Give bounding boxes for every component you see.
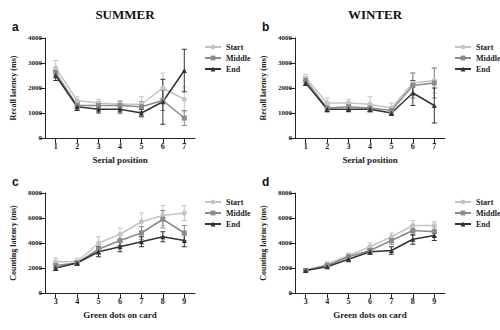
svg-text:2000: 2000 [28, 264, 43, 272]
svg-text:Middle: Middle [476, 209, 500, 218]
svg-text:7: 7 [389, 297, 393, 306]
svg-text:Start: Start [476, 198, 494, 207]
svg-text:6000: 6000 [28, 214, 43, 222]
svg-text:Green dots on card: Green dots on card [333, 310, 407, 320]
svg-text:1000: 1000 [28, 109, 43, 117]
svg-text:2: 2 [75, 142, 79, 151]
svg-text:Start: Start [226, 198, 244, 207]
svg-text:7: 7 [139, 297, 143, 306]
svg-text:3: 3 [54, 297, 58, 306]
svg-text:2000: 2000 [28, 84, 43, 92]
svg-text:7: 7 [432, 142, 436, 151]
svg-text:Green dots on card: Green dots on card [83, 310, 157, 320]
svg-text:4000: 4000 [278, 239, 293, 247]
svg-text:Serial position: Serial position [342, 155, 397, 165]
svg-text:2000: 2000 [278, 264, 293, 272]
svg-text:1: 1 [54, 142, 58, 151]
svg-text:Middle: Middle [226, 209, 251, 218]
svg-text:SUMMER: SUMMER [95, 7, 155, 22]
svg-text:3: 3 [97, 142, 101, 151]
svg-text:4: 4 [325, 297, 329, 306]
svg-text:0: 0 [289, 289, 293, 297]
svg-text:8: 8 [161, 297, 165, 306]
svg-text:End: End [226, 220, 241, 229]
svg-text:4: 4 [368, 142, 372, 151]
svg-text:9: 9 [432, 297, 436, 306]
svg-text:End: End [476, 220, 491, 229]
svg-text:4000: 4000 [28, 34, 43, 42]
svg-text:Counting latency (ms): Counting latency (ms) [9, 205, 18, 281]
svg-text:0: 0 [39, 289, 43, 297]
svg-text:1: 1 [304, 142, 308, 151]
svg-text:Counting latency (ms): Counting latency (ms) [259, 205, 268, 281]
svg-text:b: b [262, 20, 269, 34]
svg-text:5: 5 [97, 297, 101, 306]
svg-text:6: 6 [368, 297, 372, 306]
svg-text:Middle: Middle [226, 54, 251, 63]
svg-text:5: 5 [389, 142, 393, 151]
svg-text:3000: 3000 [28, 59, 43, 67]
svg-text:End: End [226, 65, 241, 74]
svg-text:6: 6 [411, 142, 415, 151]
svg-text:3: 3 [304, 297, 308, 306]
svg-text:9: 9 [182, 297, 186, 306]
svg-text:d: d [262, 175, 269, 189]
svg-text:Recall latency (ms): Recall latency (ms) [9, 55, 18, 120]
svg-text:3000: 3000 [278, 59, 293, 67]
svg-text:4000: 4000 [278, 34, 293, 42]
svg-text:6: 6 [161, 142, 165, 151]
svg-text:8000: 8000 [28, 189, 43, 197]
svg-text:c: c [12, 175, 19, 189]
svg-text:0: 0 [39, 134, 43, 142]
svg-text:7: 7 [182, 142, 186, 151]
svg-text:0: 0 [289, 134, 293, 142]
svg-text:5: 5 [347, 297, 351, 306]
svg-text:End: End [476, 65, 491, 74]
svg-text:Middle: Middle [476, 54, 500, 63]
svg-text:4: 4 [118, 142, 122, 151]
svg-text:Serial position: Serial position [92, 155, 147, 165]
svg-text:2000: 2000 [278, 84, 293, 92]
svg-text:4: 4 [75, 297, 79, 306]
svg-text:3: 3 [347, 142, 351, 151]
svg-text:Start: Start [226, 43, 244, 52]
svg-text:8: 8 [411, 297, 415, 306]
svg-text:5: 5 [139, 142, 143, 151]
svg-text:a: a [12, 20, 19, 34]
svg-text:6000: 6000 [278, 214, 293, 222]
svg-text:2: 2 [325, 142, 329, 151]
svg-text:Recall latency (ms): Recall latency (ms) [259, 55, 268, 120]
svg-text:WINTER: WINTER [348, 7, 403, 22]
svg-text:6: 6 [118, 297, 122, 306]
svg-text:8000: 8000 [278, 189, 293, 197]
svg-text:4000: 4000 [28, 239, 43, 247]
svg-text:1000: 1000 [278, 109, 293, 117]
svg-text:Start: Start [476, 43, 494, 52]
